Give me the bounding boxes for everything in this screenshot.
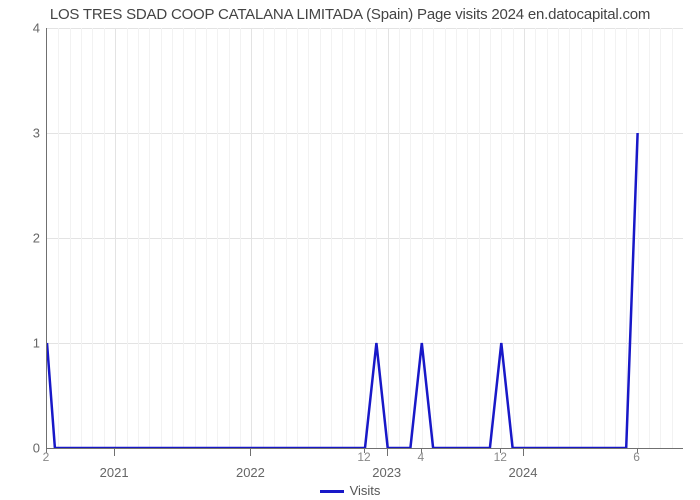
x-tick-mark [523,448,524,456]
y-tick-label: 2 [0,231,40,246]
x-axis-year-label: 2021 [100,465,129,480]
line-series [47,28,683,448]
legend: Visits [0,483,700,498]
legend-swatch [320,490,344,493]
plot-area [46,28,683,449]
x-axis-minor-label: 6 [633,450,640,464]
x-axis-minor-label: 12 [357,450,370,464]
x-axis-minor-label: 2 [43,450,50,464]
x-axis-year-label: 2022 [236,465,265,480]
y-tick-label: 0 [0,441,40,456]
x-axis-minor-label: 4 [417,450,424,464]
x-tick-mark [387,448,388,456]
x-axis-year-label: 2024 [509,465,538,480]
y-tick-label: 4 [0,21,40,36]
visits-line [47,133,638,448]
chart-container: LOS TRES SDAD COOP CATALANA LIMITADA (Sp… [0,0,700,500]
y-tick-label: 1 [0,336,40,351]
legend-label: Visits [350,483,381,498]
chart-title: LOS TRES SDAD COOP CATALANA LIMITADA (Sp… [0,6,700,23]
x-tick-mark [114,448,115,456]
y-tick-label: 3 [0,126,40,141]
x-axis-minor-label: 12 [494,450,507,464]
x-axis-year-label: 2023 [372,465,401,480]
x-tick-mark [250,448,251,456]
